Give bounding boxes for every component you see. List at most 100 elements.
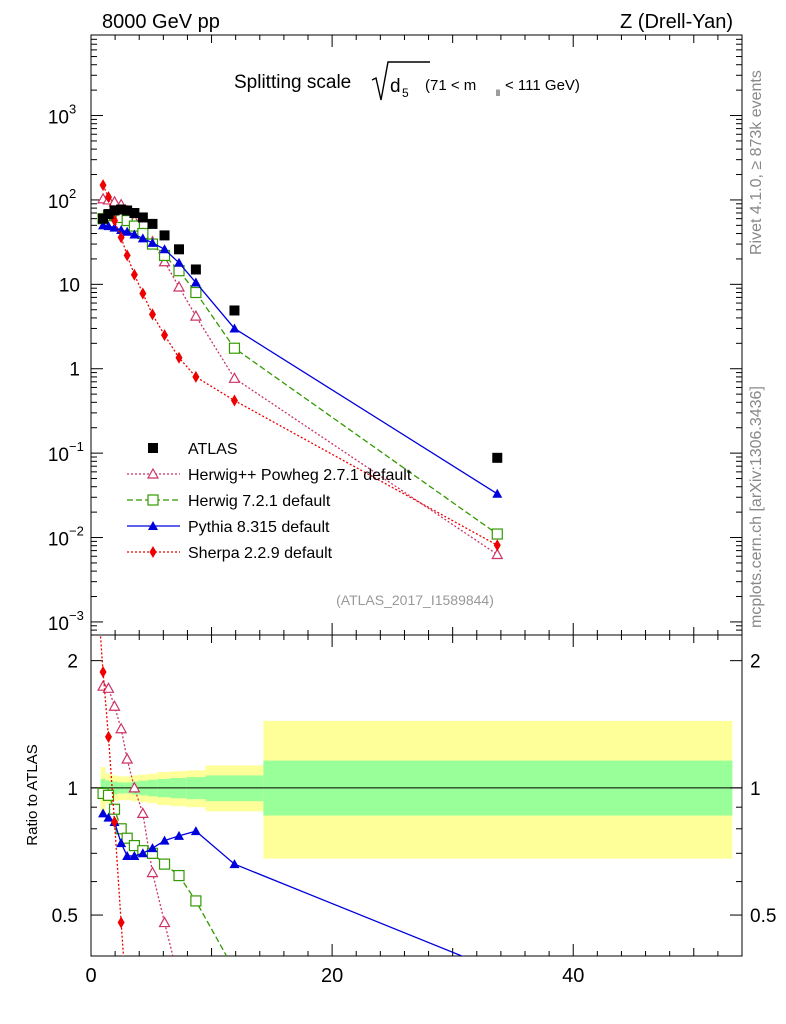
atlas-point <box>103 209 114 220</box>
legend-label-herwig7: Herwig 7.2.1 default <box>188 493 331 510</box>
sherpa-point <box>104 191 112 204</box>
title-symbol-sub: 5 <box>402 86 409 100</box>
sherpa-point <box>148 308 156 321</box>
sherpa-ratio-line <box>99 635 125 956</box>
y-tick-label: 10 <box>48 614 69 635</box>
legend-label-sherpa: Sherpa 2.2.9 default <box>188 545 333 562</box>
herwig7-ratio-point <box>121 832 133 844</box>
ratio-panel-series <box>97 635 464 956</box>
pythia-point <box>137 233 148 243</box>
pythia-ratio-point <box>122 850 133 860</box>
y-tick-label-exp: 2 <box>69 186 76 201</box>
herwigpp-ratio-point <box>146 866 159 878</box>
sherpa-point <box>230 394 238 407</box>
sherpa-point <box>192 370 200 383</box>
title-range: (71 < m <box>425 77 476 94</box>
sherpa-point <box>123 249 131 262</box>
ratio-tick-label-right: 2 <box>750 652 761 673</box>
main-panel-series <box>97 179 504 560</box>
herwigpp-ratio-point <box>136 807 149 819</box>
sherpa-point <box>175 351 183 364</box>
x-tick-label: 20 <box>321 965 343 987</box>
y-tick-label-exp: −3 <box>69 608 84 623</box>
axis-ticks <box>90 34 743 957</box>
atlas-point <box>122 205 133 216</box>
pythia-ratio-point <box>98 808 109 818</box>
legend-marker-sherpa <box>149 546 157 558</box>
atlas-point <box>190 264 201 275</box>
x-tick-label: 0 <box>85 965 96 987</box>
pythia-point <box>109 222 120 232</box>
atlas-point <box>137 212 148 223</box>
header-right: Z (Drell-Yan) <box>620 11 733 33</box>
herwig7-point <box>228 342 241 354</box>
pythia-ratio-point <box>229 859 240 869</box>
y-tick-label: 10 <box>59 275 80 296</box>
pythia-point <box>103 221 114 231</box>
herwigpp-point <box>158 255 171 267</box>
atlas-point <box>492 452 503 463</box>
y-tick-label-exp: −2 <box>69 524 84 539</box>
herwigpp-ratio-point <box>108 700 121 711</box>
pythia-ratio-point <box>129 850 140 860</box>
herwigpp-ratio-point <box>102 682 115 693</box>
y-tick-label-exp: −1 <box>69 439 84 454</box>
y-tick-label: 10 <box>48 108 69 129</box>
atlas-point <box>109 205 120 216</box>
sqrt-icon <box>371 61 430 101</box>
herwigpp-ratio-point <box>128 781 141 793</box>
title-range-end: < 111 GeV) <box>505 77 580 94</box>
herwigpp-ratio-point <box>158 916 171 928</box>
sherpa-ratio-point <box>99 666 107 679</box>
ratio-tick-label-right: 1 <box>750 779 761 800</box>
sherpa-point <box>130 268 138 281</box>
atlas-point <box>98 213 109 224</box>
pythia-ratio-point <box>147 843 158 853</box>
herwigpp-ratio-point <box>121 752 134 764</box>
atlas-point <box>159 230 170 241</box>
pythia-point <box>147 237 158 247</box>
ratio-tick-label: 0.5 <box>52 906 78 927</box>
pythia-point <box>122 226 133 236</box>
x-tick-label: 40 <box>562 965 584 987</box>
pythia-ratio-point <box>174 830 185 840</box>
title-main: Splitting scale <box>234 72 351 93</box>
sherpa-point <box>493 539 501 552</box>
header-left: 8000 GeV pp <box>102 11 220 33</box>
herwig7-ratio-point <box>158 858 171 870</box>
sherpa-ratio-point <box>117 916 125 929</box>
herwig7-ratio-point <box>173 869 185 882</box>
herwig7-ratio-point <box>108 803 121 815</box>
sherpa-ratio-point <box>104 730 112 743</box>
herwig7-ratio-point <box>190 895 202 907</box>
analysis-id: (ATLAS_2017_I1589844) <box>336 592 494 608</box>
herwigpp-point <box>172 280 186 292</box>
herwigpp-point <box>228 372 241 383</box>
sherpa-point <box>139 287 147 300</box>
herwig7-ratio-point <box>102 789 115 801</box>
atlas-point <box>116 204 127 215</box>
atlas-point <box>129 208 140 219</box>
legend-label-atlas: ATLAS <box>188 441 238 458</box>
pythia-point <box>129 229 140 239</box>
sherpa-ratio-point <box>111 816 119 829</box>
series-layer <box>97 179 504 956</box>
mcplots-label: mcplots.cern.ch [arXiv:1306.3436] <box>748 386 765 628</box>
legend-marker-herwigpp <box>146 467 160 479</box>
herwigpp-point <box>189 309 202 321</box>
legend-marker-pythia <box>148 521 158 530</box>
pythia-point <box>159 244 170 254</box>
atlas-point <box>229 305 240 316</box>
y-tick-label-exp: 3 <box>69 102 76 117</box>
herwigpp-ratio-point <box>115 722 128 734</box>
y-tick-label: 10 <box>48 445 69 466</box>
ratio-tick-label: 2 <box>67 652 78 673</box>
plot-title: Splitting scale d 5 (71 < m ll < 111 GeV… <box>234 61 580 101</box>
y-tick-label: 10 <box>48 192 69 213</box>
atlas-point <box>147 218 158 229</box>
pythia-point <box>492 488 503 498</box>
pythia-ratio-point <box>116 838 127 848</box>
rivet-label: Rivet 4.1.0, ≥ 873k events <box>748 70 765 255</box>
title-symbol: d <box>390 76 401 97</box>
legend: ATLAS Herwig++ Powheg 2.7.1 default Herwig… <box>127 441 412 562</box>
